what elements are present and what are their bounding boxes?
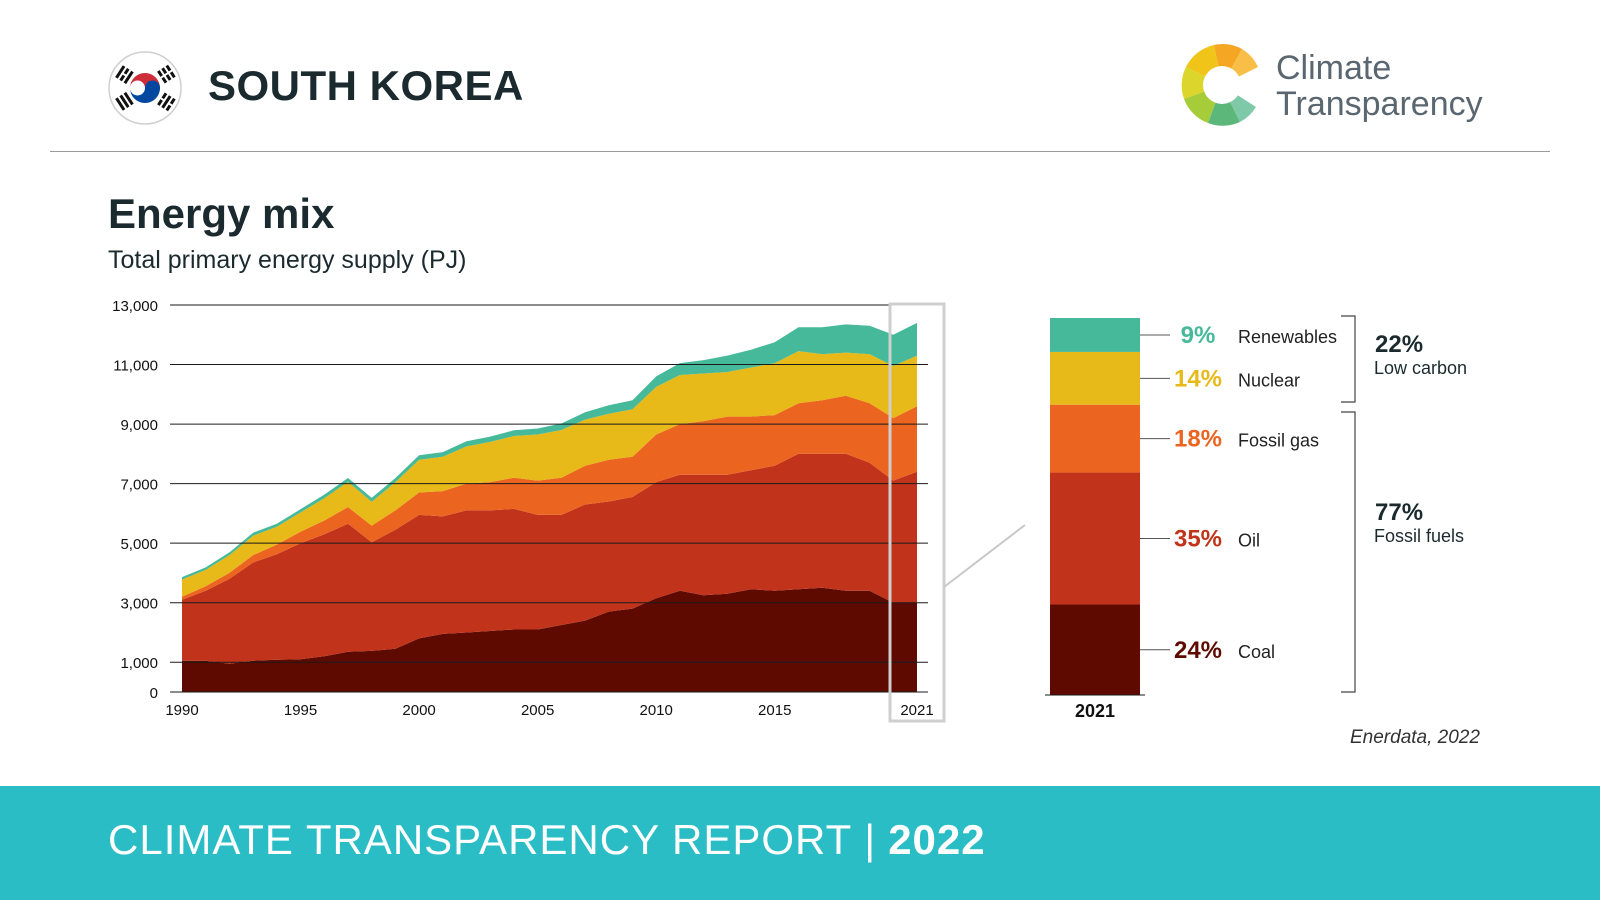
bar-series-label: Oil	[1238, 531, 1260, 551]
logo-text: Climate Transparency	[1276, 50, 1483, 122]
group-label: Fossil fuels	[1374, 526, 1464, 546]
y-tick-label: 9,000	[120, 417, 158, 434]
connector-line	[943, 524, 1026, 588]
bar-percent-label: 18%	[1174, 426, 1222, 453]
bar-series-label: Nuclear	[1238, 370, 1300, 390]
bar-segment-fossil-gas	[1050, 404, 1140, 473]
source-note: Enerdata, 2022	[1350, 727, 1480, 748]
climate-transparency-logo-icon	[1181, 44, 1262, 126]
group-label: Low carbon	[1374, 358, 1467, 378]
footer-report-name: CLIMATE TRANSPARENCY REPORT	[108, 816, 853, 863]
x-tick-label: 2010	[640, 702, 673, 719]
bar-segment-renewables	[1050, 318, 1140, 352]
bar-series-label: Renewables	[1238, 327, 1337, 347]
x-tick-label: 2005	[521, 702, 554, 719]
y-tick-label: 11,000	[113, 358, 158, 375]
bar-percent-label: 14%	[1174, 365, 1222, 392]
bar-segment-nuclear	[1050, 351, 1140, 405]
x-tick-label: 2000	[402, 702, 435, 719]
area-series-coal	[182, 587, 917, 692]
area-series-renewables	[182, 322, 917, 580]
x-tick-label: 2021	[900, 702, 933, 719]
section-title: Energy mix	[108, 190, 335, 237]
energy-mix-chart: 0 1,000 3,000 5,000 7,000 9,000 11,000 13,000 19…	[112, 298, 1467, 723]
bracket-low-carbon	[1341, 315, 1356, 403]
x-tick-label: 2015	[758, 702, 791, 719]
footer-separator: |	[864, 816, 877, 863]
bar-percent-label: 9%	[1181, 322, 1216, 349]
bar-series-label: Fossil gas	[1238, 431, 1319, 451]
group-percent-label: 22%	[1375, 331, 1423, 358]
bar-category-label: 2021	[1075, 701, 1115, 721]
south-korea-flag-icon	[108, 51, 182, 125]
y-tick-label: 13,000	[112, 298, 158, 315]
x-tick-label: 1995	[284, 702, 317, 719]
bar-segment-oil	[1050, 472, 1140, 605]
y-tick-label: 1,000	[120, 655, 158, 672]
chart-subtitle: Total primary energy supply (PJ)	[108, 246, 467, 274]
y-tick-label: 3,000	[120, 596, 158, 613]
group-percent-label: 77%	[1375, 499, 1423, 526]
area-series-oil	[182, 453, 917, 664]
highlight-box	[888, 302, 946, 723]
country-title: SOUTH KOREA	[208, 62, 524, 109]
header-divider	[50, 151, 1550, 152]
logo-text-line1: Climate	[1276, 49, 1392, 87]
bar-series-label: Coal	[1238, 642, 1275, 662]
y-tick-label: 5,000	[120, 536, 158, 553]
header: SOUTH KOREA Climate Transparency	[0, 0, 1600, 150]
footer-text: CLIMATE TRANSPARENCY REPORT | 2022	[108, 816, 986, 864]
footer-year: 2022	[888, 816, 986, 863]
bar-percent-label: 24%	[1174, 637, 1222, 664]
bar-segment-coal	[1050, 604, 1140, 695]
y-tick-label: 0	[150, 685, 158, 702]
footer-banner: CLIMATE TRANSPARENCY REPORT | 2022	[0, 786, 1600, 900]
area-series-fossil-gas	[182, 395, 917, 600]
bracket-fossil-fuels	[1341, 411, 1356, 693]
x-tick-label: 1990	[165, 702, 198, 719]
area-series-nuclear	[182, 351, 917, 597]
logo-text-line2: Transparency	[1276, 85, 1483, 123]
bar-percent-label: 35%	[1174, 526, 1222, 553]
y-tick-label: 7,000	[120, 477, 158, 494]
